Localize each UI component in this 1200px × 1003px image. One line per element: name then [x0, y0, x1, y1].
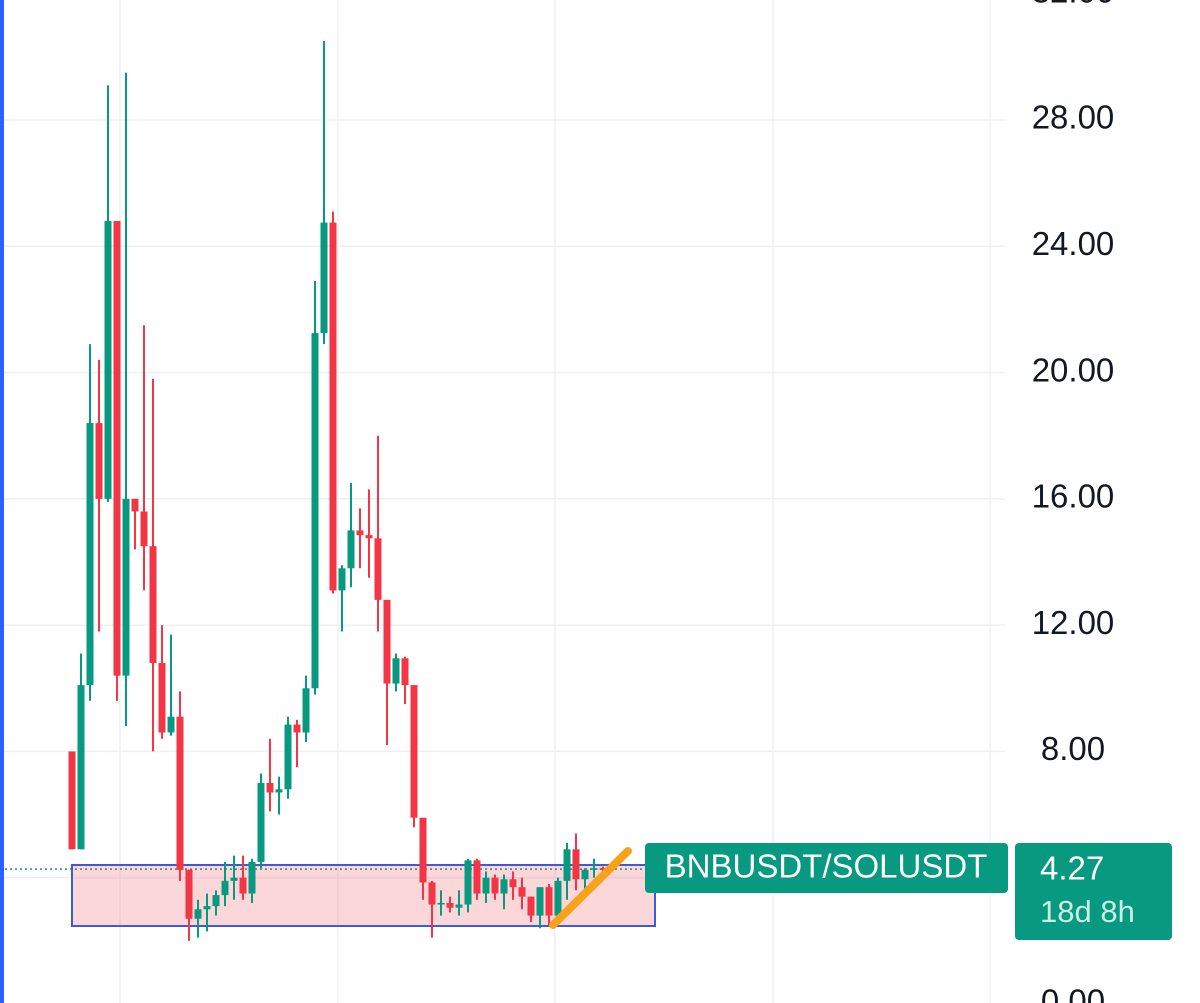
time-grid — [119, 0, 991, 1003]
candle-body — [140, 511, 148, 547]
candle-body — [185, 869, 193, 919]
candle-body — [203, 906, 211, 910]
candle-body — [257, 782, 265, 862]
candle-body — [455, 904, 463, 908]
candle-body — [509, 879, 517, 888]
y-tick-label: 16.00 — [1032, 478, 1115, 515]
candle-body — [374, 538, 382, 600]
candle-body — [212, 895, 220, 907]
candle-body — [95, 423, 103, 499]
candle-body — [320, 222, 328, 334]
price-label-box — [1015, 843, 1172, 940]
candle-body — [176, 716, 184, 870]
candles — [68, 41, 607, 941]
candle-body — [590, 868, 598, 870]
candle-body — [158, 663, 166, 733]
candle-body — [527, 896, 535, 916]
y-tick-label: 8.00 — [1041, 730, 1105, 767]
candle-body — [491, 877, 499, 894]
candle-body — [356, 530, 364, 536]
candle-body — [248, 861, 256, 894]
candle-body — [419, 817, 427, 883]
candle-body — [329, 222, 337, 591]
candle-body — [464, 860, 472, 905]
candle-body — [563, 849, 571, 881]
candle-body — [311, 333, 319, 689]
candle-body — [554, 880, 562, 916]
y-tick-label: 0.00 — [1041, 983, 1105, 1003]
candle-body — [230, 877, 238, 881]
y-tick-label: 28.00 — [1032, 99, 1115, 136]
countdown: 18d 8h — [1040, 894, 1135, 929]
last-price-label: 4.27 — [1040, 850, 1104, 887]
candle-body — [131, 498, 139, 512]
candle-body — [536, 887, 544, 916]
candle-body — [518, 887, 526, 897]
candle-body — [545, 887, 553, 916]
candle-body — [500, 879, 508, 894]
candle-body — [437, 902, 445, 905]
candle-body — [194, 909, 202, 919]
y-tick-label: 12.00 — [1032, 604, 1115, 641]
candle-body — [302, 688, 310, 733]
candle-body — [104, 221, 112, 499]
y-tick-label: 32.00 — [1032, 0, 1115, 9]
candle-body — [410, 685, 418, 818]
candle-body — [68, 751, 76, 850]
candle-body — [581, 869, 589, 880]
candle-body — [401, 658, 409, 686]
candle-body — [599, 868, 607, 870]
candle-body — [446, 902, 454, 908]
y-tick-label: 20.00 — [1032, 351, 1115, 388]
y-tick-label: 24.00 — [1032, 225, 1115, 262]
candle-body — [86, 423, 94, 686]
candle-body — [122, 498, 130, 676]
symbol-label-box — [645, 843, 1008, 893]
symbol-label: BNBUSDT/SOLUSDT — [665, 848, 988, 885]
candle-body — [77, 685, 85, 850]
candle-body — [428, 882, 436, 905]
candle-body — [275, 789, 283, 793]
candle-body — [239, 877, 247, 894]
candle-body — [338, 568, 346, 591]
candle-body — [392, 658, 400, 684]
candle-body — [383, 599, 391, 684]
candle-body — [365, 535, 373, 539]
screen-edge — [0, 0, 4, 1003]
candle-body — [293, 724, 301, 733]
candle-body — [473, 860, 481, 894]
candle-body — [347, 530, 355, 569]
trend-line — [549, 847, 632, 929]
candle-body — [149, 546, 157, 664]
candle-body — [284, 724, 292, 790]
candle-body — [572, 849, 580, 880]
candle-body — [221, 880, 229, 896]
grid — [0, 119, 1005, 879]
candle-body — [113, 221, 121, 676]
candle-body — [482, 877, 490, 894]
candle-body — [266, 782, 274, 793]
candle-body — [167, 716, 175, 733]
